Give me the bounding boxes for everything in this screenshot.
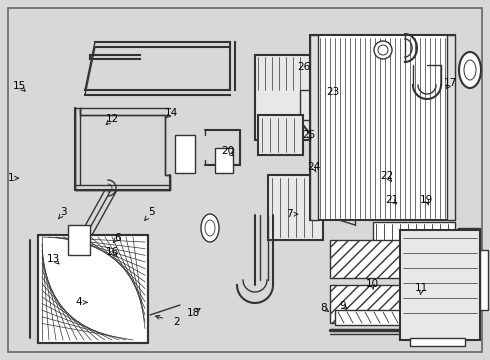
Bar bbox=[38, 235, 148, 343]
Bar bbox=[310, 35, 455, 220]
Bar bbox=[335, 310, 430, 325]
Text: 22: 22 bbox=[380, 171, 394, 181]
Text: 6: 6 bbox=[114, 233, 121, 243]
Bar bbox=[258, 115, 303, 155]
Bar bbox=[68, 225, 90, 255]
Text: 17: 17 bbox=[444, 78, 458, 88]
Ellipse shape bbox=[378, 45, 388, 55]
Text: 9: 9 bbox=[340, 301, 346, 311]
Text: 15: 15 bbox=[13, 81, 26, 91]
Bar bbox=[458, 228, 480, 263]
Bar bbox=[300, 90, 320, 120]
Text: 21: 21 bbox=[385, 195, 399, 205]
Bar bbox=[447, 35, 455, 220]
Text: 12: 12 bbox=[106, 114, 120, 124]
Bar bbox=[373, 248, 455, 268]
Bar bbox=[410, 338, 465, 346]
Text: 5: 5 bbox=[148, 207, 155, 217]
Bar bbox=[310, 35, 318, 220]
Ellipse shape bbox=[201, 214, 219, 242]
Text: 16: 16 bbox=[106, 247, 120, 257]
Text: 18: 18 bbox=[187, 308, 200, 318]
Text: 13: 13 bbox=[47, 254, 61, 264]
Bar bbox=[400, 230, 480, 340]
Ellipse shape bbox=[464, 60, 476, 80]
Text: 14: 14 bbox=[165, 108, 178, 118]
Ellipse shape bbox=[459, 52, 481, 88]
Text: 7: 7 bbox=[286, 209, 293, 219]
Text: 24: 24 bbox=[307, 162, 320, 172]
Text: 23: 23 bbox=[326, 87, 340, 97]
Text: 25: 25 bbox=[302, 130, 316, 140]
Text: 4: 4 bbox=[75, 297, 82, 307]
Text: 19: 19 bbox=[419, 195, 433, 205]
Text: 20: 20 bbox=[221, 146, 234, 156]
Ellipse shape bbox=[205, 220, 215, 236]
Bar bbox=[268, 175, 323, 240]
Text: 1: 1 bbox=[7, 173, 14, 183]
Bar bbox=[330, 285, 415, 323]
Text: 3: 3 bbox=[60, 207, 67, 217]
Bar bbox=[480, 250, 488, 310]
Bar bbox=[215, 148, 233, 173]
Text: 26: 26 bbox=[297, 62, 311, 72]
Text: 8: 8 bbox=[320, 303, 327, 313]
Bar bbox=[255, 55, 310, 140]
Bar bbox=[373, 222, 455, 244]
Text: 11: 11 bbox=[415, 283, 428, 293]
Ellipse shape bbox=[374, 41, 392, 59]
Text: 10: 10 bbox=[366, 279, 379, 289]
Bar bbox=[175, 135, 195, 173]
Text: 2: 2 bbox=[173, 317, 180, 327]
Bar bbox=[330, 240, 415, 278]
